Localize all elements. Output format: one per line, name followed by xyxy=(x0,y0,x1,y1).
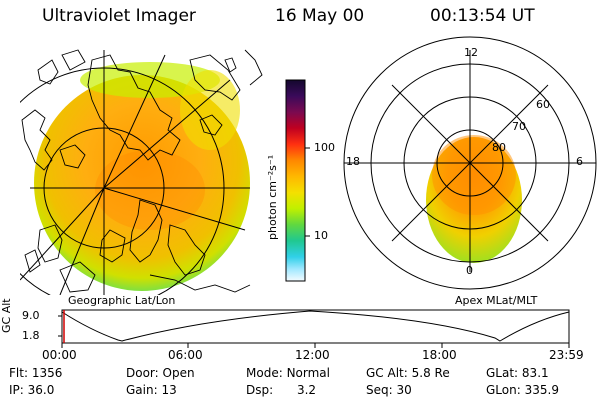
status-gain: Gain: 13 xyxy=(126,383,177,397)
time-label: 00:13:54 UT xyxy=(430,6,535,26)
mlt-label-0: 0 xyxy=(466,264,473,277)
apex-label: Apex MLat/MLT xyxy=(455,294,538,307)
status-mode: Mode: Normal xyxy=(246,366,330,380)
timeline-ylabel: GC Alt xyxy=(0,298,13,333)
app-title: Ultraviolet Imager xyxy=(42,6,196,26)
status-seq: Seq: 30 xyxy=(366,383,412,397)
date-label: 16 May 00 xyxy=(275,6,365,26)
status-ip: IP: 36.0 xyxy=(9,383,55,397)
timeline-xtick-0600: 06:00 xyxy=(168,348,203,362)
colorbar-unit-label: photon cm⁻²s⁻¹ xyxy=(266,154,279,240)
geographic-grid xyxy=(20,50,250,295)
geographic-image xyxy=(34,62,250,291)
colorbar-tick-10: 10 xyxy=(314,229,328,242)
mlat-label-70: 70 xyxy=(512,120,526,133)
timeline-xtick-2359: 23:59 xyxy=(549,348,584,362)
timeline-ytick-1: 1.8 xyxy=(22,329,40,342)
mlt-label-18: 18 xyxy=(346,155,360,168)
status-door: Door: Open xyxy=(126,366,195,380)
timeline-xtick-1800: 18:00 xyxy=(422,348,457,362)
colorbar-tick-100: 100 xyxy=(314,141,335,154)
status-glon: GLon: 335.9 xyxy=(486,383,559,397)
mlat-label-60: 60 xyxy=(536,98,550,111)
status-dsp: Dsp: 3.2 xyxy=(246,383,317,397)
colorbar xyxy=(285,79,310,282)
coastlines xyxy=(21,49,263,293)
mlt-label-6: 6 xyxy=(576,155,583,168)
timeline-xtick-1200: 12:00 xyxy=(295,348,330,362)
mlat-label-80: 80 xyxy=(492,141,506,154)
status-flt: Flt: 1356 xyxy=(9,366,63,380)
status-glat: GLat: 83.1 xyxy=(486,366,549,380)
timeline-xtick-0000: 00:00 xyxy=(42,348,77,362)
geographic-label: Geographic Lat/Lon xyxy=(68,294,176,307)
mlt-label-12: 12 xyxy=(464,46,478,59)
timeline-ytick-9: 9.0 xyxy=(22,309,40,322)
altitude-timeline xyxy=(58,309,570,348)
mlt-polar-plot xyxy=(343,36,597,290)
status-gc-alt: GC Alt: 5.8 Re xyxy=(366,366,450,380)
